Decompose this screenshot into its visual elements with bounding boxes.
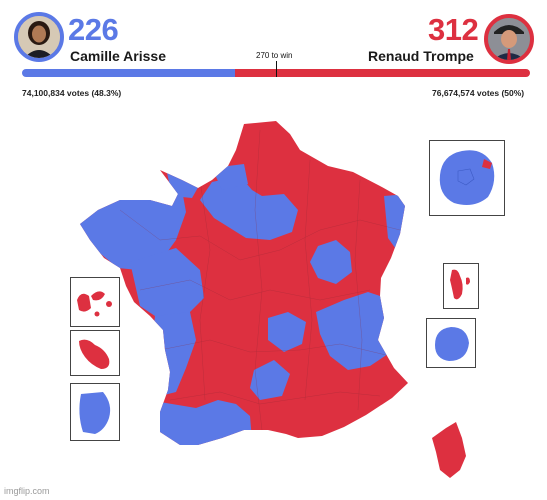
inset-reunion: [426, 318, 476, 368]
threshold-label: 270 to win: [256, 51, 293, 60]
candidate-left-avatar: [14, 12, 64, 62]
inset-guyane: [70, 383, 120, 441]
right-electoral-votes: 312: [428, 12, 479, 47]
inset-mayotte: [443, 263, 479, 309]
mainland-france: [80, 121, 408, 445]
watermark: imgflip.com: [4, 486, 50, 496]
right-popular-votes: 76,674,574 votes (50%): [432, 88, 525, 98]
portrait-icon: [488, 18, 530, 60]
electoral-vote-bar: [22, 69, 530, 77]
right-candidate-name: Renaud Trompe: [368, 48, 474, 64]
corsica-region: [432, 422, 466, 478]
results-map: [80, 121, 466, 478]
left-popular-votes: 74,100,834 votes (48.3%): [22, 88, 122, 98]
right-share-bar: [235, 69, 530, 77]
portrait-icon: [18, 16, 60, 58]
threshold-marker: [276, 61, 277, 77]
inset-guadeloupe: [70, 277, 120, 327]
candidate-right-avatar: [484, 14, 534, 64]
inset-martinique: [70, 330, 120, 376]
left-candidate-name: Camille Arisse: [70, 48, 166, 64]
left-share-bar: [22, 69, 236, 77]
inset-paris: [429, 140, 505, 216]
left-electoral-votes: 226: [68, 12, 119, 47]
